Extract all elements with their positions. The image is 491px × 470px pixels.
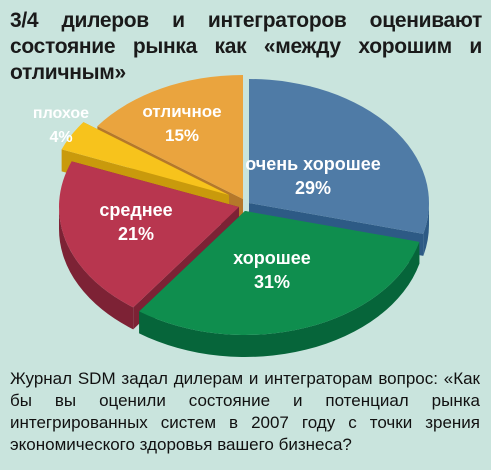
slice-value-label: 15%	[165, 126, 199, 145]
slice-0	[249, 79, 429, 234]
slice-4	[97, 75, 243, 199]
slice-side-2	[59, 207, 134, 330]
caption-text: Журнал SDM задал дилерам и интеграторам …	[10, 369, 480, 454]
slice-2	[58, 161, 240, 308]
slice-name-label: очень хорошее	[245, 154, 381, 174]
slice-value-label: 21%	[118, 224, 154, 244]
pie-labels: очень хорошее 29% хорошее 31% среднее 21% плох…	[33, 102, 381, 292]
slice-value-label: 4%	[49, 129, 72, 146]
pie-slices	[58, 75, 429, 335]
slice-value-label: 31%	[254, 272, 290, 292]
slice-side-0	[423, 203, 429, 256]
slice-1	[139, 211, 420, 335]
slice-side-1	[139, 241, 420, 357]
slice-name-label: среднее	[99, 200, 172, 220]
slice-name-label: отличное	[142, 102, 221, 121]
chart-title: 3/4 дилеров и интеграторов оценивают сос…	[10, 9, 482, 84]
slice-3	[61, 122, 230, 195]
slice-name-label: хорошее	[233, 248, 311, 268]
slice-name-label: плохое	[33, 105, 89, 122]
slice-value-label: 29%	[295, 178, 331, 198]
